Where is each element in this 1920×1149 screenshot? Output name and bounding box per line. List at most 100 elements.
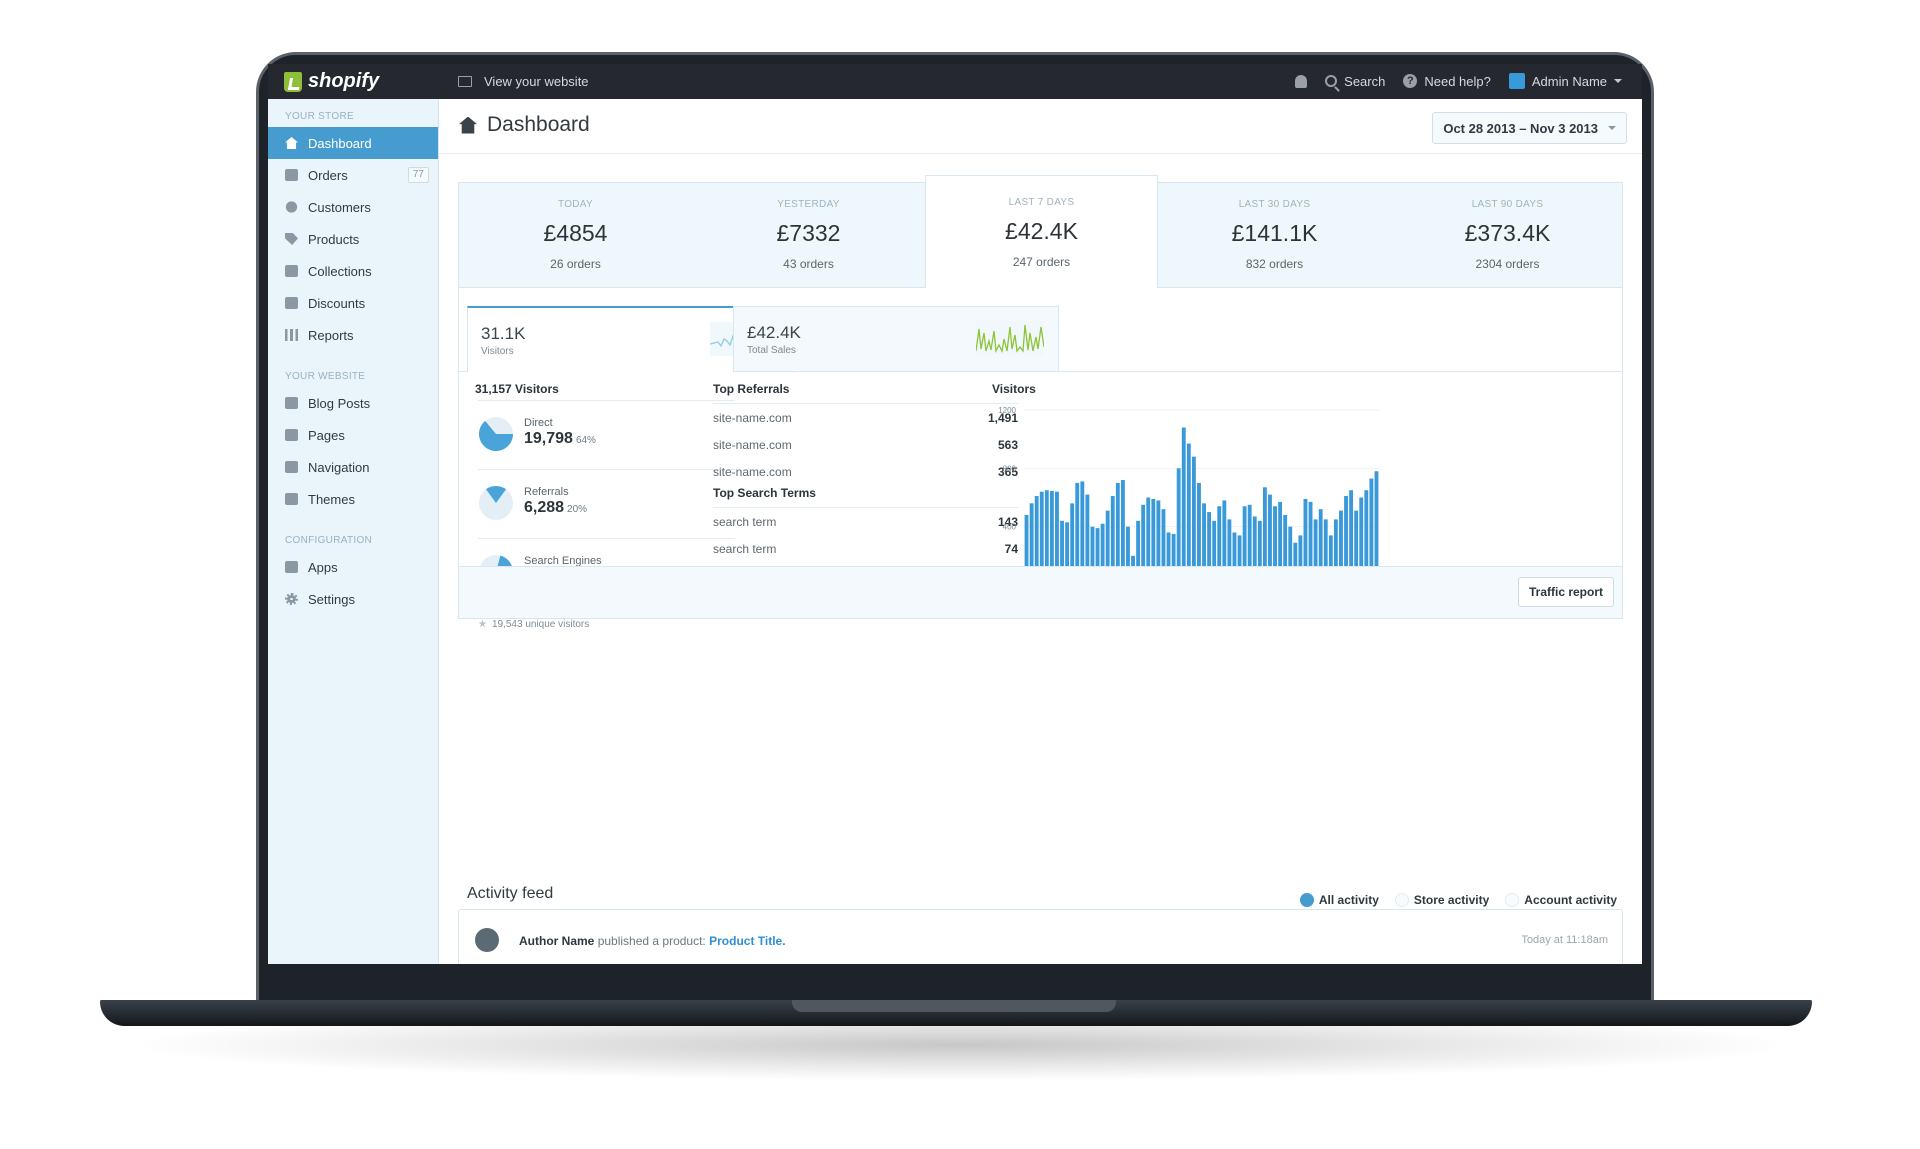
sidebar-item-discounts[interactable]: Discounts [268,287,438,319]
list-item[interactable]: site-name.com 563 [713,432,1018,459]
chart-bar [1055,491,1059,585]
sidebar-item-settings[interactable]: Settings [268,583,438,615]
sidebar-item-customers[interactable]: Customers [268,191,438,223]
sidebar-item-reports[interactable]: Reports [268,319,438,351]
filter-all-activity[interactable]: All activity [1299,893,1379,907]
sidebar-item-dashboard[interactable]: Dashboard [268,127,438,159]
notifications-button[interactable] [1295,74,1308,88]
chevron-down-icon [1614,79,1622,83]
search-button[interactable]: Search [1325,74,1385,89]
activity-author[interactable]: Author Name [519,934,595,948]
bell-icon [1295,74,1308,88]
sidebar-item-navigation[interactable]: Navigation [268,451,438,483]
y-tick-label: 800 [1003,464,1017,473]
item-name: site-name.com [713,438,792,452]
sidebar-item-label: Themes [308,491,355,507]
y-tick-label: 400 [1003,523,1017,532]
chart-bar [1115,482,1120,585]
list-item[interactable]: site-name.com 1,491 [713,405,1018,432]
radio-icon [1505,893,1520,907]
top-bar: shopify View your website Search ? Need … [268,64,1642,99]
sidebar-item-themes[interactable]: Themes [268,483,438,515]
chart-bar [1333,519,1338,586]
chart-bar [1105,510,1110,586]
admin-menu[interactable]: Admin Name [1508,73,1622,89]
stat-orders: 832 orders [1245,257,1304,271]
traffic-report-button[interactable]: Traffic report [1517,577,1614,607]
sidebar-item-collections[interactable]: Collections [268,255,438,287]
avatar [1508,73,1525,89]
chart-bar [1186,443,1191,585]
stat-revenue: £7332 [776,220,841,246]
chart-bar [1247,504,1252,585]
stat-last-7-days[interactable]: LAST 7 DAYS £42.4K 247 orders [925,175,1158,291]
list-item[interactable]: search term 74 [713,536,1018,563]
sidebar-section-title: YOUR WEBSITE [285,371,366,382]
stat-yesterday[interactable]: YESTERDAY £7332 43 orders [692,183,925,289]
chart-bar [1344,496,1348,585]
chart-bar [1120,480,1125,585]
chart-bar [1151,498,1156,585]
filter-label: Account activity [1524,893,1617,907]
window-icon [458,76,472,87]
list-item[interactable]: search term 143 [713,509,1018,536]
tab-total-sales[interactable]: £42.4K Total Sales [733,306,1059,372]
radio-icon [1299,893,1314,907]
inbox-icon [285,169,298,181]
chart-bar [1207,512,1212,585]
stat-last-30-days[interactable]: LAST 30 DAYS £141.1K 832 orders [1158,183,1391,289]
analytics-panel: 31.1K Visitors £42.4K Total Sales [458,288,1623,630]
help-label: Need help? [1424,73,1491,89]
sidebar-item-label: Apps [308,559,338,575]
chart-bar [1227,519,1232,586]
visitors-summary-title: 31,157 Visitors [475,382,559,396]
chart-bar [1222,500,1227,585]
y-tick-label: 1200 [998,406,1016,415]
sidebar-item-products[interactable]: Products [268,223,438,255]
sidebar-item-blog-posts[interactable]: Blog Posts [268,387,438,419]
shopify-logo[interactable]: shopify [284,70,379,93]
source-value: 6,288 [524,499,565,516]
stat-period: LAST 7 DAYS [1008,197,1075,208]
sidebar-item-orders[interactable]: Orders 77 [268,159,438,191]
top-referrals-list: site-name.com 1,491 site-name.com 563 site-n… [713,405,1018,486]
chart-bar [1181,427,1186,585]
chart-bar [1039,491,1044,585]
chart-bar [1237,535,1242,585]
radio-icon [1394,893,1409,907]
image-icon [285,493,298,505]
filter-store-activity[interactable]: Store activity [1394,893,1489,907]
admin-name: Admin Name [1531,73,1607,89]
chart-bar [1070,503,1075,585]
sales-sparkline [976,321,1044,355]
help-button[interactable]: ? Need help? [1403,74,1491,89]
stat-today[interactable]: TODAY £4854 26 orders [459,183,692,289]
activity-text: Author Name published a product: Product… [519,934,786,948]
sidebar-item-label: Pages [308,427,345,443]
source-pie-icon [479,417,513,451]
sidebar-item-apps[interactable]: Apps [268,551,438,583]
chart-bar [1278,501,1283,586]
view-website-link[interactable]: View your website [458,74,589,89]
pencil-icon [285,429,298,441]
filter-account-activity[interactable]: Account activity [1505,893,1617,907]
megaphone-icon [285,297,298,309]
item-value: 563 [997,438,1018,452]
list-item[interactable]: site-name.com 365 [713,459,1018,486]
search-label: Search [1344,73,1386,89]
stat-revenue: £373.4K [1464,220,1551,246]
traffic-source-row: Referrals 6,288 20% [478,469,735,538]
stat-last-90-days[interactable]: LAST 90 DAYS £373.4K 2304 orders [1391,183,1624,289]
chart-bar [1212,520,1217,585]
date-range-picker[interactable]: Oct 28 2013 – Nov 3 2013 [1432,112,1627,144]
item-name: search term [713,515,777,529]
page-title: Dashboard [487,113,590,136]
search-icon [1325,75,1338,87]
activity-product-link[interactable]: Product Title. [709,934,786,948]
sidebar-item-label: Customers [308,199,371,215]
chart-bar [1126,526,1130,585]
chart-bar [1161,509,1166,585]
sidebar-item-pages[interactable]: Pages [268,419,438,451]
stat-period: YESTERDAY [777,199,840,210]
tag-icon [285,233,298,245]
